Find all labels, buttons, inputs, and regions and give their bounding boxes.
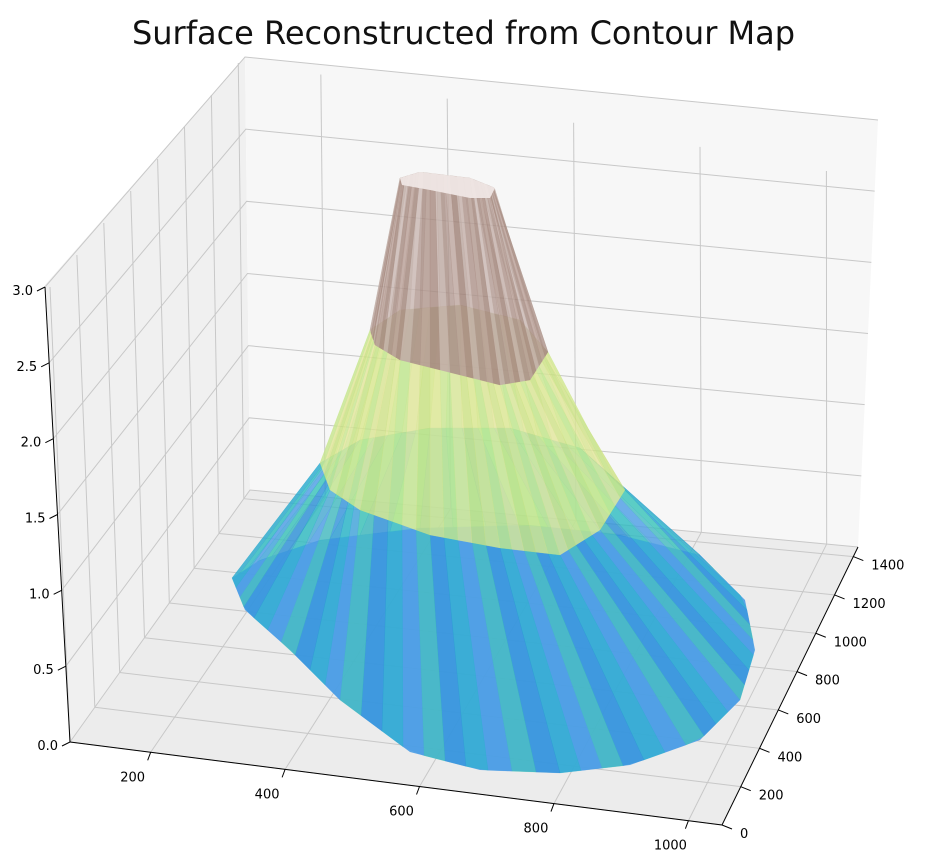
- x-tick-label: 800: [524, 822, 549, 837]
- y-tick-label: 1400: [871, 559, 904, 574]
- y-tick-label: 400: [778, 750, 803, 765]
- y-tick-mark: [834, 594, 845, 600]
- x-tick-mark: [550, 803, 555, 812]
- surface-top: [400, 172, 495, 198]
- y-tick-label: 1000: [834, 635, 867, 650]
- z-tick-mark: [45, 438, 54, 444]
- x-axis-line: [69, 741, 723, 826]
- x-tick-mark: [684, 820, 689, 829]
- y-tick-label: 1200: [853, 597, 886, 612]
- surface-mesh: [231, 172, 755, 774]
- y-tick-mark: [759, 747, 770, 753]
- z-tick-label: 0.0: [37, 739, 58, 754]
- x-tick-label: 200: [120, 770, 145, 785]
- y-tick-label: 600: [796, 712, 821, 727]
- x-tick-label: 1000: [654, 839, 687, 854]
- y-tick-mark: [853, 556, 864, 562]
- y-tick-label: 0: [740, 827, 748, 842]
- chart-title: Surface Reconstructed from Contour Map: [131, 14, 796, 52]
- x-tick-mark: [416, 786, 420, 795]
- z-tick-mark: [36, 286, 46, 292]
- x-tick-label: 600: [389, 804, 414, 819]
- y-tick-label: 800: [815, 674, 840, 689]
- z-tick-label: 0.5: [33, 663, 54, 678]
- grid-line-x-wall: [699, 146, 702, 533]
- z-tick-label: 2.0: [21, 436, 42, 451]
- grid-line-x-wall: [320, 74, 326, 498]
- x-tick-mark: [147, 752, 152, 761]
- z-tick-label: 2.5: [16, 360, 37, 375]
- y-tick-mark: [721, 824, 733, 830]
- grid-line-z: [57, 272, 869, 515]
- grid-line-y-wall: [49, 286, 71, 743]
- x-tick-label: 400: [255, 787, 280, 802]
- z-tick-mark: [61, 741, 71, 747]
- grid-line-y-wall: [76, 254, 96, 708]
- grid-line-z: [52, 200, 872, 439]
- grid-line-z: [61, 345, 865, 591]
- grid-line-x: [687, 543, 828, 821]
- y-axis-line: [721, 546, 859, 826]
- z-tick-label: 1.0: [29, 587, 50, 602]
- z-tick-mark: [49, 514, 58, 519]
- z-tick-label: 1.5: [25, 512, 46, 527]
- grid-line-z: [44, 56, 879, 288]
- z-tick-mark: [40, 362, 50, 368]
- x-tick-mark: [281, 769, 286, 778]
- grid-line-z: [65, 417, 862, 667]
- y-tick-mark: [740, 786, 751, 792]
- z-tick-label: 3.0: [12, 284, 33, 299]
- tick-labels: 200 400 600 800 1000 0 200 400 600 800 1000 1200 140…: [12, 284, 904, 854]
- y-tick-label: 200: [759, 789, 784, 804]
- z-tick-mark: [53, 589, 62, 595]
- grid-line-z: [48, 128, 875, 364]
- y-tick-mark: [796, 671, 808, 677]
- y-tick-mark: [778, 709, 789, 715]
- y-tick-mark: [815, 632, 826, 638]
- z-tick-mark: [57, 665, 67, 671]
